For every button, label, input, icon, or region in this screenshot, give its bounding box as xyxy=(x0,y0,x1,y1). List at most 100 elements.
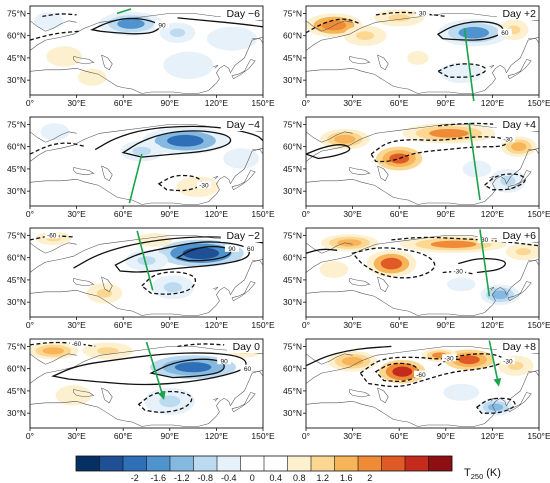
x-tick-label: 150°E xyxy=(527,209,550,219)
y-tick-label: 60°N xyxy=(7,253,26,263)
panel-frame xyxy=(305,338,540,429)
colorbar-bin xyxy=(240,456,265,471)
anomaly-shading xyxy=(48,128,61,136)
coastline xyxy=(231,281,256,302)
contour-label: 30 xyxy=(481,237,489,244)
map-panel: 90 60 -60 Day 0 0° 30°E 60°E 90°E 120°E 150°E 75°N… xyxy=(7,338,275,441)
y-tick-label: 45°N xyxy=(7,386,26,396)
anomaly-shading xyxy=(117,18,145,29)
x-tick-label: 120°E xyxy=(481,431,505,441)
anomaly-shading xyxy=(174,362,212,373)
contour-negative xyxy=(436,63,487,78)
y-tick-label: 30°N xyxy=(283,186,302,196)
coastline xyxy=(30,13,263,51)
x-tick-label: 150°E xyxy=(251,320,275,330)
coastline xyxy=(377,165,389,182)
contour-negative xyxy=(157,174,203,192)
panel-plot-area: -3030 xyxy=(306,120,539,205)
coastline xyxy=(73,389,95,398)
coastline xyxy=(30,147,263,205)
day-label: Day −6 xyxy=(226,8,260,20)
coastline xyxy=(306,242,353,254)
anomaly-shading xyxy=(341,356,364,366)
coastline xyxy=(213,287,219,291)
coastline xyxy=(101,165,113,182)
contour-negative xyxy=(140,271,197,295)
colorbar-tick-label: -0.8 xyxy=(197,473,213,483)
map-panel: 90 60 -60 Day −2 0° 30°E 60°E 90°E 120°E 150°E 75°… xyxy=(7,227,275,330)
y-tick-label: 75°N xyxy=(7,8,26,18)
contour-negative xyxy=(177,343,225,348)
coastline xyxy=(30,20,77,32)
x-tick-label: 0° xyxy=(302,209,310,219)
x-tick-label: 30°E xyxy=(67,320,86,330)
colorbar-bin xyxy=(334,456,359,471)
x-tick-label: 60°E xyxy=(390,431,409,441)
coastline xyxy=(349,56,371,65)
day-label-bg xyxy=(496,230,538,242)
anomaly-shading xyxy=(182,247,220,260)
coastline xyxy=(213,398,219,402)
anomaly-shading xyxy=(491,290,509,300)
coastline xyxy=(30,369,263,427)
colorbar-bin xyxy=(193,456,218,471)
x-tick-label: 120°E xyxy=(205,98,229,108)
anomaly-shading xyxy=(132,146,151,156)
coastline xyxy=(101,387,113,404)
contour-label: 60 xyxy=(501,30,509,37)
coastline xyxy=(528,149,539,155)
coastline xyxy=(101,54,113,71)
day-label-bg xyxy=(227,341,262,353)
y-tick-label: 75°N xyxy=(283,119,302,129)
contour-positive xyxy=(51,352,247,386)
coastline xyxy=(528,371,539,377)
y-tick-label: 75°N xyxy=(7,119,26,129)
colorbar-bin xyxy=(146,456,171,471)
x-tick-label: 30°E xyxy=(343,98,362,108)
anomaly-shading xyxy=(167,134,204,147)
anomaly-shading xyxy=(65,391,82,400)
coastline xyxy=(30,353,77,365)
y-tick-label: 60°N xyxy=(283,142,302,152)
anomaly-shading xyxy=(470,165,483,173)
anomaly-shading xyxy=(380,257,403,270)
y-tick-label: 60°N xyxy=(283,253,302,263)
anomaly-shading xyxy=(159,395,181,408)
coastline xyxy=(306,258,539,316)
coastline xyxy=(252,38,263,44)
anomaly-shading xyxy=(452,68,471,78)
map-panel: -60 -30 -30 Day +8 0° 30°E 60°E 90°E 120°E 150°E 7… xyxy=(283,338,550,441)
coastline xyxy=(30,346,263,384)
coastline xyxy=(349,167,371,176)
contour-negative xyxy=(30,142,87,155)
panel-plot-area: 90 60 -60 xyxy=(30,339,263,427)
x-tick-label: 90°E xyxy=(161,98,180,108)
coastline xyxy=(306,346,539,384)
anomaly-shading xyxy=(86,73,99,81)
panel-plot-area: 30 -30 xyxy=(306,234,539,316)
y-tick-label: 30°N xyxy=(7,186,26,196)
contour-negative xyxy=(374,362,420,383)
y-tick-label: 75°N xyxy=(283,8,302,18)
contour-negative xyxy=(30,30,80,41)
x-tick-label: 0° xyxy=(26,320,34,330)
coastline xyxy=(349,389,371,398)
x-tick-label: 30°E xyxy=(343,209,362,219)
contour-label: 90 xyxy=(158,23,166,30)
contour-negative xyxy=(483,173,526,191)
coastline xyxy=(507,59,532,80)
contour-label-bg xyxy=(500,357,515,365)
contour-positive xyxy=(73,236,263,269)
colorbar-tick-label: 0.8 xyxy=(293,473,306,483)
map-panel: 30 -30 Day +6 0° 30°E 60°E 90°E 120°E 150°E 75°N 6… xyxy=(283,227,550,330)
day-label-bg xyxy=(496,8,538,20)
anomaly-shading xyxy=(42,347,64,355)
contour-label: -60 xyxy=(416,372,426,379)
x-tick-label: 0° xyxy=(302,431,310,441)
coastline xyxy=(507,281,532,302)
day-label: Day +4 xyxy=(502,119,536,131)
coastline xyxy=(231,392,256,413)
colorbar-frame xyxy=(75,455,453,472)
panel-plot-area: -30 xyxy=(30,123,263,205)
